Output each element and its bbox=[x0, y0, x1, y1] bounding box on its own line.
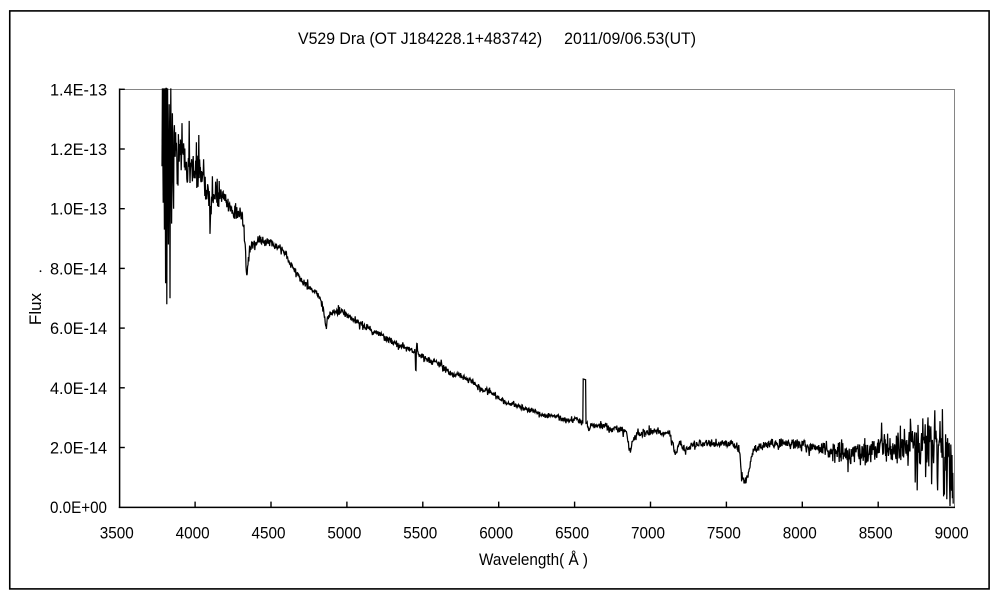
svg-text:5000: 5000 bbox=[327, 524, 361, 543]
svg-text:3500: 3500 bbox=[100, 524, 134, 543]
svg-text:6.0E-14: 6.0E-14 bbox=[50, 319, 107, 338]
svg-text:0.0E+00: 0.0E+00 bbox=[50, 498, 107, 517]
svg-text:7000: 7000 bbox=[631, 524, 665, 543]
svg-text:6500: 6500 bbox=[555, 524, 589, 543]
svg-text:Flux: Flux bbox=[26, 292, 45, 325]
svg-text:2.0E-14: 2.0E-14 bbox=[50, 439, 107, 458]
svg-text:6000: 6000 bbox=[479, 524, 513, 543]
svg-text:8.0E-14: 8.0E-14 bbox=[50, 259, 107, 278]
svg-text:1.4E-13: 1.4E-13 bbox=[50, 80, 107, 99]
svg-text:1.2E-13: 1.2E-13 bbox=[50, 140, 107, 159]
svg-text:9000: 9000 bbox=[935, 524, 969, 543]
svg-text:Wavelength( Å ): Wavelength( Å ) bbox=[479, 550, 588, 569]
svg-text:1.0E-13: 1.0E-13 bbox=[50, 200, 107, 219]
svg-text:V529 Dra (OT J184228.1+483742): V529 Dra (OT J184228.1+483742) 2011/09/0… bbox=[298, 29, 696, 48]
svg-text:7500: 7500 bbox=[707, 524, 741, 543]
svg-text:5500: 5500 bbox=[403, 524, 437, 543]
svg-text:4000: 4000 bbox=[176, 524, 210, 543]
svg-text:8000: 8000 bbox=[783, 524, 817, 543]
svg-text:8500: 8500 bbox=[859, 524, 893, 543]
svg-text:4500: 4500 bbox=[252, 524, 286, 543]
svg-text:4.0E-14: 4.0E-14 bbox=[50, 379, 107, 398]
